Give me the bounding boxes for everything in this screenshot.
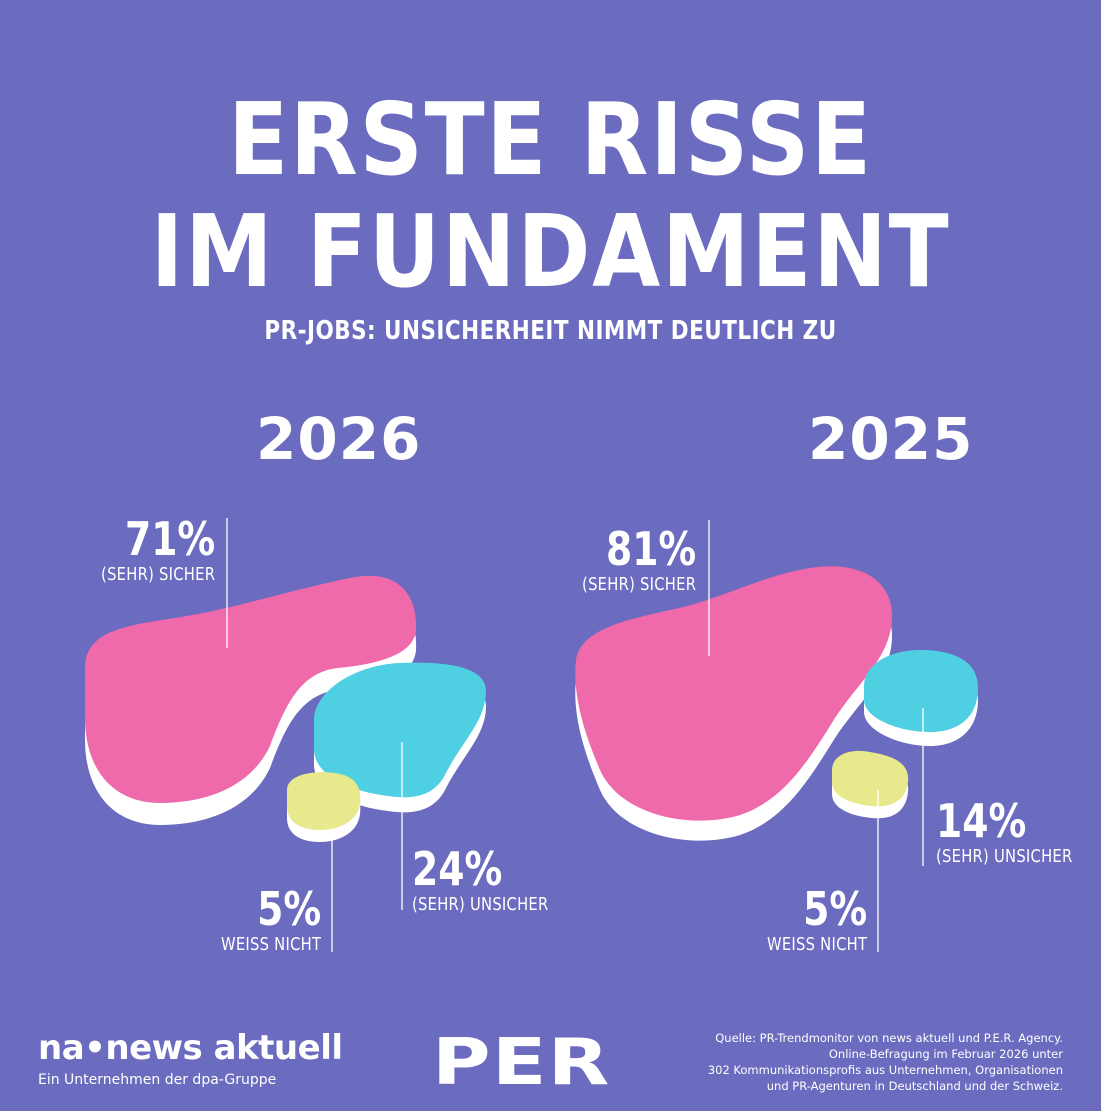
category-label-sicher-2026: (SEHR) SICHER [100,564,215,585]
blob-group-2025 [575,566,978,841]
blob-unsicher-2025 [864,650,978,732]
source-line: und PR-Agenturen in Deutschland und der … [766,1079,1063,1093]
category-label-sicher-2025: (SEHR) SICHER [581,574,696,595]
blob-group-2026 [85,575,486,842]
title-line-1: ERSTE RISSE [228,81,873,198]
blob-sicher-2026 [85,575,417,803]
category-label-unsicher-2025: (SEHR) UNSICHER [936,846,1073,867]
blob-weiss-2025 [832,750,909,807]
category-label-weiss-2025: WEISS NICHT [766,934,867,955]
blob-unsicher-2026 [314,662,486,798]
blob-sicher-2025 [575,566,892,821]
category-label-unsicher-2026: (SEHR) UNSICHER [412,894,549,915]
data-label-unsicher-2025: 14% [936,794,1027,848]
data-label-sicher-2026: 71% [124,512,215,566]
source-line: Online-Befragung im Februar 2026 unter [828,1047,1063,1061]
label-sicher-2026: 71% (SEHR) SICHER [76,514,215,586]
label-sicher-2025: 81% (SEHR) SICHER [557,524,696,596]
label-unsicher-2026: 24% (SEHR) UNSICHER [412,844,578,916]
data-label-weiss-2025: 5% [802,882,867,936]
data-label-weiss-2026: 5% [256,882,321,936]
title-line-2: IM FUNDAMENT [150,193,951,310]
category-label-weiss-2026: WEISS NICHT [220,934,321,955]
news-aktuell-tagline: Ein Unternehmen der dpa-Gruppe [38,1072,277,1088]
source-line: 302 Kommunikationsprofis aus Unternehmen… [707,1063,1063,1077]
subtitle: PR-JOBS: UNSICHERHEIT NIMMT DEUTLICH ZU [264,316,837,346]
year-label-2025: 2025 [808,405,974,473]
per-logo: PER [432,1026,611,1100]
source-line: Quelle: PR-Trendmonitor von news aktuell… [715,1031,1063,1045]
label-weiss-2025: 5% WEISS NICHT [745,884,867,956]
label-unsicher-2025: 14% (SEHR) UNSICHER [936,796,1101,868]
blob-weiss-2026 [287,772,361,830]
news-aktuell-logo: na•news aktuell [38,1028,343,1068]
source-note: Quelle: PR-Trendmonitor von news aktuell… [643,1030,1063,1094]
data-label-sicher-2025: 81% [605,522,696,576]
year-label-2026: 2026 [256,405,422,473]
data-label-unsicher-2026: 24% [412,842,503,896]
label-weiss-2026: 5% WEISS NICHT [199,884,321,956]
